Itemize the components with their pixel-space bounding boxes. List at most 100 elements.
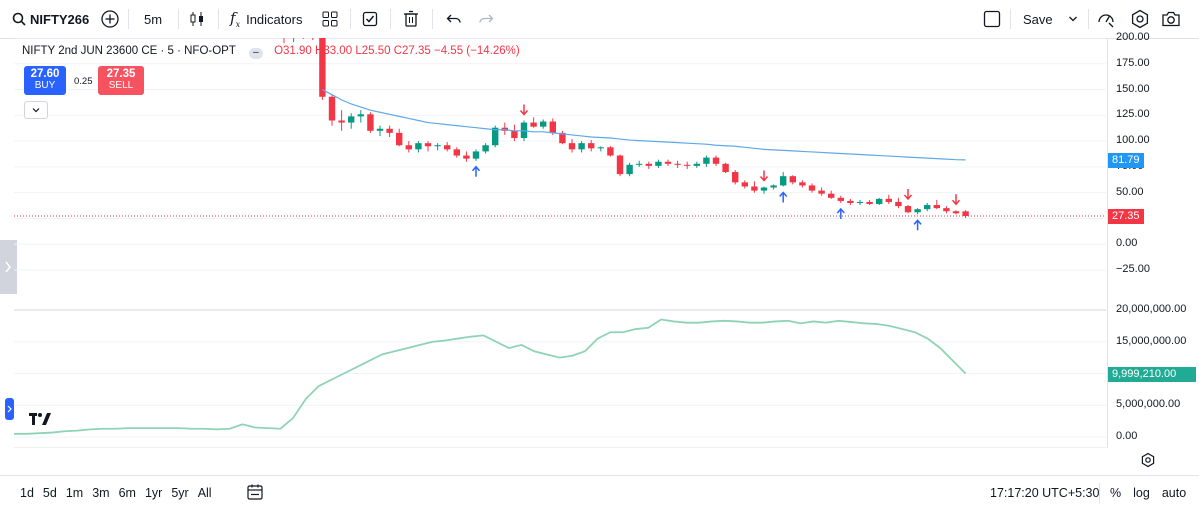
scale-option-log[interactable]: log bbox=[1133, 486, 1150, 500]
candle-body bbox=[463, 155, 470, 159]
candle-body bbox=[597, 147, 604, 149]
fullscreen-checkbox[interactable] bbox=[983, 0, 1001, 38]
scale-option-percent[interactable]: % bbox=[1110, 486, 1122, 500]
candle-body bbox=[837, 197, 844, 201]
buy-button[interactable]: 27.60 BUY bbox=[24, 66, 66, 95]
snapshot-button[interactable] bbox=[1161, 0, 1181, 38]
indicators-button[interactable]: fx Indicators bbox=[230, 0, 302, 38]
range-selector: 1d 5d 1m 3m 6m 1yr 5yr All bbox=[20, 486, 221, 500]
range-1d[interactable]: 1d bbox=[20, 486, 34, 500]
range-5yr[interactable]: 5yr bbox=[171, 486, 189, 500]
candle-body bbox=[616, 155, 624, 175]
symbol-search[interactable]: NIFTY266 bbox=[12, 0, 89, 38]
candle-body bbox=[885, 198, 892, 202]
interval-button[interactable]: 5m bbox=[144, 0, 162, 38]
range-all[interactable]: All bbox=[197, 486, 212, 500]
range-1yr[interactable]: 1yr bbox=[144, 486, 163, 500]
layouts-button[interactable] bbox=[322, 0, 338, 38]
candle-body bbox=[607, 147, 614, 156]
legend-collapse-icon[interactable]: – bbox=[248, 48, 263, 59]
candle bbox=[626, 162, 633, 177]
redo-button[interactable] bbox=[478, 0, 494, 38]
scale-options: % log auto bbox=[1110, 486, 1198, 500]
candle bbox=[703, 155, 710, 167]
candle bbox=[684, 161, 691, 169]
compare-add-button[interactable] bbox=[100, 0, 120, 38]
divider bbox=[350, 9, 351, 29]
divider bbox=[1088, 9, 1089, 29]
candle-body bbox=[904, 206, 912, 213]
price-tick-label: 50.00 bbox=[1116, 185, 1144, 198]
candle-body bbox=[732, 172, 739, 183]
candle bbox=[568, 139, 576, 153]
range-1m[interactable]: 1m bbox=[65, 486, 84, 500]
drawing-toolbar-toggle[interactable] bbox=[5, 398, 14, 420]
left-panel-toggle[interactable] bbox=[0, 240, 17, 294]
scale-option-auto[interactable]: auto bbox=[1161, 486, 1187, 500]
candle bbox=[818, 187, 825, 196]
candle bbox=[463, 151, 470, 162]
last-price-tag: 27.35 bbox=[1108, 209, 1144, 225]
candle bbox=[607, 146, 614, 157]
candle-body bbox=[876, 198, 883, 205]
sell-signal-arrow-icon bbox=[903, 189, 913, 201]
candle bbox=[866, 199, 873, 206]
goto-date-button[interactable] bbox=[246, 483, 264, 504]
price-axis[interactable]: 200.00175.00150.00125.00100.0075.0050.00… bbox=[1107, 31, 1199, 448]
undo-button[interactable] bbox=[446, 0, 462, 38]
settings-button[interactable] bbox=[1130, 0, 1150, 38]
range-5d[interactable]: 5d bbox=[42, 486, 57, 500]
candle bbox=[808, 183, 816, 193]
candle bbox=[501, 122, 508, 135]
chevron-down-icon bbox=[1069, 16, 1077, 22]
clock[interactable]: 17:17:20 UTC+5:30 bbox=[990, 486, 1100, 500]
speedometer-icon bbox=[1098, 14, 1114, 28]
candle-body bbox=[434, 145, 441, 147]
candle bbox=[751, 181, 758, 193]
grid bbox=[14, 38, 1106, 438]
candle bbox=[415, 141, 422, 153]
candle bbox=[636, 160, 643, 167]
sell-signal-arrow-icon bbox=[759, 170, 769, 182]
quick-search-button[interactable] bbox=[1097, 0, 1115, 38]
candle-body bbox=[453, 149, 460, 156]
save-button[interactable]: Save bbox=[1023, 0, 1053, 38]
candle-body bbox=[780, 176, 787, 186]
candle bbox=[655, 159, 662, 168]
tradingview-logo[interactable] bbox=[28, 410, 52, 433]
candle-body bbox=[808, 185, 816, 191]
candles-icon bbox=[190, 12, 203, 26]
candle bbox=[895, 197, 902, 209]
legend-title[interactable]: NIFTY 2nd JUN 23600 CE · 5 · NFO-OPT bbox=[22, 45, 236, 57]
chevron-down-icon bbox=[32, 108, 40, 113]
buy-signal-arrow-icon bbox=[836, 207, 845, 219]
axis-settings-button[interactable] bbox=[1140, 452, 1156, 473]
sell-price: 27.35 bbox=[106, 68, 136, 80]
candle-body bbox=[588, 143, 595, 149]
alert-button[interactable] bbox=[362, 0, 378, 38]
candle bbox=[760, 186, 768, 194]
candle-body bbox=[924, 205, 931, 210]
candle-body bbox=[636, 163, 643, 165]
save-dropdown-button[interactable] bbox=[1068, 0, 1078, 38]
candle bbox=[616, 154, 624, 177]
legend-expand-button[interactable] bbox=[24, 101, 48, 119]
checkbox-icon bbox=[362, 11, 378, 27]
sell-button[interactable]: 27.35 SELL bbox=[98, 66, 144, 95]
candle-body bbox=[655, 161, 662, 166]
candle-body bbox=[367, 114, 374, 131]
grid-icon bbox=[322, 11, 338, 27]
gear-icon bbox=[1141, 452, 1155, 468]
candle-body bbox=[319, 38, 326, 97]
symbol-label: NIFTY266 bbox=[30, 11, 90, 27]
legend-open: O31.90 bbox=[274, 45, 312, 57]
search-icon bbox=[12, 12, 26, 26]
range-6m[interactable]: 6m bbox=[118, 486, 136, 500]
chart-area[interactable]: 13:0014:0014:45Jun10:0011:0012:0013:0014… bbox=[14, 38, 1106, 448]
candle bbox=[780, 172, 787, 187]
range-3m[interactable]: 3m bbox=[92, 486, 110, 500]
candle-body bbox=[684, 164, 691, 166]
delete-button[interactable] bbox=[403, 0, 419, 38]
volume-value-tag: 9,999,210.00 bbox=[1108, 366, 1196, 382]
chart-type-button[interactable] bbox=[188, 0, 206, 38]
